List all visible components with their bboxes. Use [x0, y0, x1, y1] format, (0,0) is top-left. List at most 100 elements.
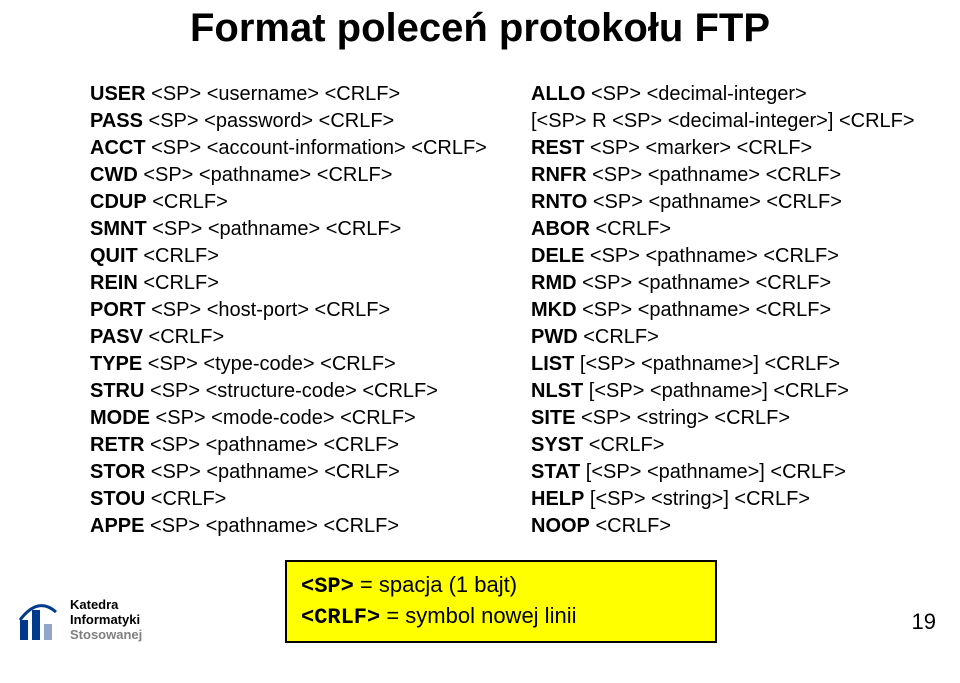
command-line: SMNT <SP> <pathname> <CRLF>: [90, 216, 499, 243]
command-line: REST <SP> <marker> <CRLF>: [531, 135, 940, 162]
command-args: <SP> <username> <CRLF>: [146, 83, 401, 105]
command-line: REIN <CRLF>: [90, 270, 499, 297]
command-name: ABOR: [531, 218, 590, 240]
command-line: STRU <SP> <structure-code> <CRLF>: [90, 378, 499, 405]
command-line: PASV <CRLF>: [90, 324, 499, 351]
command-line: QUIT <CRLF>: [90, 243, 499, 270]
footer-line-3: Stosowanej: [70, 628, 142, 643]
command-line: HELP [<SP> <string>] <CRLF>: [531, 486, 940, 513]
command-args: <SP> <pathname> <CRLF>: [144, 515, 399, 537]
command-name: PWD: [531, 326, 578, 348]
command-line: STOR <SP> <pathname> <CRLF>: [90, 459, 499, 486]
command-name: RETR: [90, 434, 144, 456]
command-name: STOR: [90, 461, 145, 483]
command-line: STOU <CRLF>: [90, 486, 499, 513]
command-line: STAT [<SP> <pathname>] <CRLF>: [531, 459, 940, 486]
command-args: <SP> <pathname> <CRLF>: [587, 191, 842, 213]
command-name: RMD: [531, 272, 577, 294]
command-args: <CRLF>: [590, 218, 671, 240]
footer: Katedra Informatyki Stosowanej: [18, 598, 142, 643]
command-args: <SP> <pathname> <CRLF>: [144, 434, 399, 456]
footer-line-1: Katedra: [70, 598, 142, 613]
command-args: [<SP> <pathname>] <CRLF>: [580, 461, 846, 483]
command-line: SITE <SP> <string> <CRLF>: [531, 405, 940, 432]
command-line: PORT <SP> <host-port> <CRLF>: [90, 297, 499, 324]
command-name: HELP: [531, 488, 584, 510]
command-args: <CRLF>: [145, 488, 226, 510]
command-line: RNTO <SP> <pathname> <CRLF>: [531, 189, 940, 216]
command-args: <SP> <pathname> <CRLF>: [145, 461, 400, 483]
command-line: [<SP> R <SP> <decimal-integer>] <CRLF>: [531, 108, 940, 135]
command-name: LIST: [531, 353, 574, 375]
command-line: APPE <SP> <pathname> <CRLF>: [90, 513, 499, 540]
command-line: RNFR <SP> <pathname> <CRLF>: [531, 162, 940, 189]
command-line: ABOR <CRLF>: [531, 216, 940, 243]
command-args: <CRLF>: [578, 326, 659, 348]
content-columns: USER <SP> <username> <CRLF>PASS <SP> <pa…: [0, 51, 960, 540]
command-line: ACCT <SP> <account-information> <CRLF>: [90, 135, 499, 162]
command-line: MODE <SP> <mode-code> <CRLF>: [90, 405, 499, 432]
command-line: PASS <SP> <password> <CRLF>: [90, 108, 499, 135]
callout-line-2: <CRLF> = symbol nowej linii: [301, 601, 701, 633]
command-name: ACCT: [90, 137, 146, 159]
command-args: <SP> <password> <CRLF>: [143, 110, 394, 132]
command-args: <SP> <host-port> <CRLF>: [146, 299, 391, 321]
command-line: RMD <SP> <pathname> <CRLF>: [531, 270, 940, 297]
command-name: ALLO: [531, 83, 585, 105]
command-name: STAT: [531, 461, 580, 483]
callout-rest-1: = spacja (1 bajt): [354, 572, 517, 597]
command-line: ALLO <SP> <decimal-integer>: [531, 81, 940, 108]
command-args: <SP> <pathname> <CRLF>: [577, 299, 832, 321]
command-args: <CRLF>: [583, 434, 664, 456]
command-args: <CRLF>: [147, 191, 228, 213]
command-name: PORT: [90, 299, 146, 321]
left-column: USER <SP> <username> <CRLF>PASS <SP> <pa…: [90, 81, 499, 540]
callout-rest-2: = symbol nowej linii: [380, 603, 576, 628]
command-line: NOOP <CRLF>: [531, 513, 940, 540]
command-line: PWD <CRLF>: [531, 324, 940, 351]
command-name: NLST: [531, 380, 583, 402]
command-name: STOU: [90, 488, 145, 510]
command-args: <SP> <type-code> <CRLF>: [142, 353, 396, 375]
command-name: SYST: [531, 434, 583, 456]
command-args: <CRLF>: [138, 245, 219, 267]
command-args: <CRLF>: [590, 515, 671, 537]
command-name: STRU: [90, 380, 144, 402]
command-args: <CRLF>: [143, 326, 224, 348]
command-name: NOOP: [531, 515, 590, 537]
right-column: ALLO <SP> <decimal-integer> [<SP> R <SP>…: [531, 81, 940, 540]
command-args: [<SP> <pathname>] <CRLF>: [574, 353, 840, 375]
command-name: SITE: [531, 407, 575, 429]
command-name: USER: [90, 83, 146, 105]
command-args: <SP> <mode-code> <CRLF>: [150, 407, 416, 429]
command-name: DELE: [531, 245, 584, 267]
page-title: Format poleceń protokołu FTP: [0, 0, 960, 51]
command-line: NLST [<SP> <pathname>] <CRLF>: [531, 378, 940, 405]
command-name: CDUP: [90, 191, 147, 213]
slide: Format poleceń protokołu FTP USER <SP> <…: [0, 0, 960, 683]
command-args: <SP> <pathname> <CRLF>: [138, 164, 393, 186]
command-line: CDUP <CRLF>: [90, 189, 499, 216]
command-args: <SP> <account-information> <CRLF>: [146, 137, 487, 159]
command-name: REIN: [90, 272, 138, 294]
command-args: <SP> <structure-code> <CRLF>: [144, 380, 438, 402]
command-args: [<SP> <pathname>] <CRLF>: [583, 380, 849, 402]
command-args: <SP> <pathname> <CRLF>: [147, 218, 402, 240]
command-name: RNTO: [531, 191, 587, 213]
command-name: APPE: [90, 515, 144, 537]
command-line: SYST <CRLF>: [531, 432, 940, 459]
command-name: MODE: [90, 407, 150, 429]
command-line: CWD <SP> <pathname> <CRLF>: [90, 162, 499, 189]
command-line: USER <SP> <username> <CRLF>: [90, 81, 499, 108]
footer-line-2: Informatyki: [70, 613, 142, 628]
command-args: <SP> <pathname> <CRLF>: [584, 245, 839, 267]
command-name: PASS: [90, 110, 143, 132]
command-name: TYPE: [90, 353, 142, 375]
command-args: [<SP> R <SP> <decimal-integer>] <CRLF>: [531, 110, 915, 132]
command-line: LIST [<SP> <pathname>] <CRLF>: [531, 351, 940, 378]
command-name: MKD: [531, 299, 577, 321]
command-name: RNFR: [531, 164, 587, 186]
callout-mono-crlf: <CRLF>: [301, 605, 380, 630]
command-line: MKD <SP> <pathname> <CRLF>: [531, 297, 940, 324]
command-args: <SP> <string> <CRLF>: [575, 407, 790, 429]
